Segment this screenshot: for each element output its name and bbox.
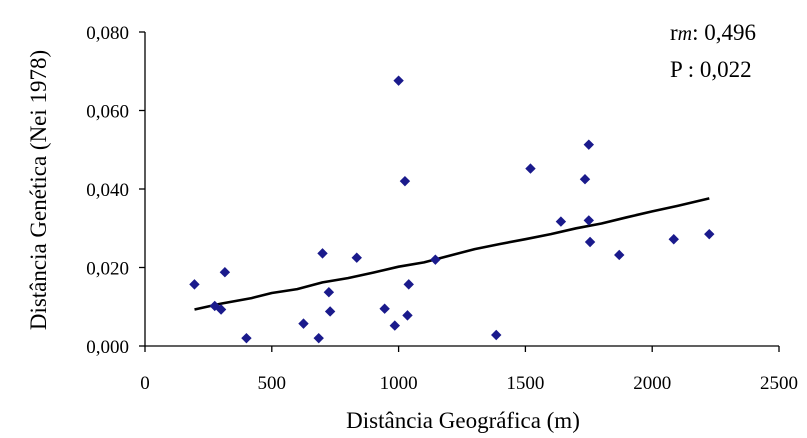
y-tick-label: 0,000 bbox=[86, 337, 129, 358]
trendline bbox=[194, 197, 710, 311]
x-tick-label: 1000 bbox=[380, 373, 418, 394]
data-point bbox=[241, 332, 252, 344]
data-point bbox=[379, 303, 390, 314]
data-point bbox=[403, 279, 414, 290]
p-value-annotation: P : 0,022 bbox=[670, 57, 752, 82]
x-tick-label: 500 bbox=[258, 373, 287, 394]
data-point bbox=[614, 249, 625, 261]
data-point bbox=[525, 163, 536, 174]
data-point bbox=[583, 139, 594, 150]
correlation-value: : 0,496 bbox=[692, 20, 756, 45]
y-axis-title: Distância Genética (Nei 1978) bbox=[26, 50, 51, 330]
data-point bbox=[324, 306, 336, 317]
y-tick-label: 0,060 bbox=[86, 102, 129, 123]
data-point bbox=[323, 287, 335, 298]
data-points bbox=[189, 75, 715, 344]
data-point bbox=[351, 252, 362, 263]
y-tick-label: 0,080 bbox=[86, 23, 129, 44]
data-point bbox=[393, 75, 404, 86]
data-point bbox=[430, 254, 441, 265]
data-point bbox=[668, 234, 679, 245]
data-point bbox=[579, 173, 591, 185]
data-point bbox=[491, 329, 502, 341]
correlation-annotation: rm: 0,496 bbox=[670, 20, 756, 45]
x-tick-label: 2000 bbox=[633, 373, 671, 394]
correlation-prefix: r bbox=[670, 20, 678, 45]
correlation-subscript: m bbox=[678, 23, 692, 45]
data-point bbox=[317, 248, 328, 259]
data-point bbox=[219, 267, 231, 278]
y-tick-label: 0,020 bbox=[86, 259, 129, 280]
x-axis-title: Distância Geográfica (m) bbox=[346, 408, 580, 433]
data-point bbox=[584, 236, 596, 248]
y-tick-label: 0,040 bbox=[86, 180, 129, 201]
trendline-group bbox=[194, 197, 710, 311]
data-point bbox=[215, 304, 227, 315]
data-point bbox=[389, 320, 400, 331]
x-tick-label: 0 bbox=[140, 373, 150, 394]
x-tick-label: 2500 bbox=[760, 373, 798, 394]
data-point bbox=[704, 228, 715, 240]
data-point bbox=[399, 175, 411, 187]
x-tick-label: 1500 bbox=[506, 373, 544, 394]
data-point bbox=[298, 318, 309, 329]
data-point bbox=[402, 310, 413, 321]
data-point bbox=[189, 279, 200, 290]
data-point bbox=[313, 332, 324, 344]
data-point bbox=[555, 216, 567, 227]
data-point bbox=[583, 215, 594, 226]
ticks: 0 500 1000 1500 2000 2500 0,000 0,020 0,040 0,060… bbox=[86, 23, 798, 394]
